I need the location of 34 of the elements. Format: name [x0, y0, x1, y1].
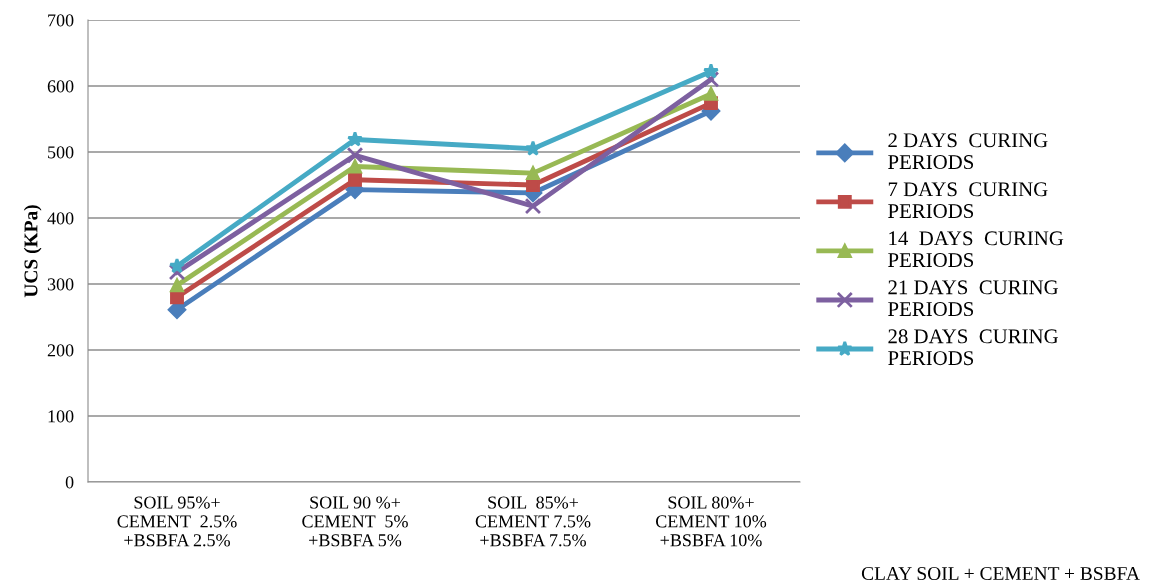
x-tick-label: SOIL 95%+ CEMENT 2.5% +BSBFA 2.5%: [117, 496, 237, 547]
y-tick-label: 200: [47, 344, 74, 357]
y-tick-label: 100: [48, 410, 74, 423]
legend-label: 2 DAYS CURING PERIODS: [888, 133, 1048, 170]
point: [168, 263, 186, 281]
y-tick-label: 300: [47, 278, 74, 291]
point: [702, 71, 720, 88]
point: [525, 140, 541, 156]
y-axis-title: UCS (KPa): [23, 205, 42, 298]
legend-label: 14 DAYS CURING PERIODS: [888, 231, 1064, 268]
y-tick-label: 700: [48, 14, 74, 27]
point: [526, 166, 540, 181]
point: [170, 278, 184, 293]
legend-label: 28 DAYS CURING PERIODS: [888, 329, 1058, 366]
y-tick-label: 400: [47, 212, 74, 225]
point: [704, 86, 718, 101]
point: [346, 146, 364, 164]
x-axis-title: CLAY SOIL + CEMENT + BSBFA: [861, 566, 1140, 581]
point: [170, 290, 184, 305]
x-tick-label: SOIL 85%+ CEMENT 7.5% +BSBFA 7.5%: [475, 496, 591, 547]
point: [169, 257, 185, 274]
x-tick-label: SOIL 80%+ CEMENT 10% +BSBFA 10%: [655, 496, 767, 547]
point: [348, 172, 362, 187]
point: [526, 178, 540, 192]
point: [703, 63, 719, 79]
point: [348, 159, 362, 174]
point: [524, 197, 542, 215]
point: [347, 131, 363, 147]
x-tick-label: SOIL 90 %+ CEMENT 5% +BSBFA 5%: [302, 496, 408, 547]
legend-label: 21 DAYS CURING PERIODS: [888, 280, 1058, 317]
y-tick-label: 600: [47, 80, 74, 93]
y-tick-label: 500: [48, 146, 74, 159]
y-tick-label: 0: [65, 476, 74, 489]
legend-label: 7 DAYS CURING PERIODS: [888, 182, 1048, 219]
